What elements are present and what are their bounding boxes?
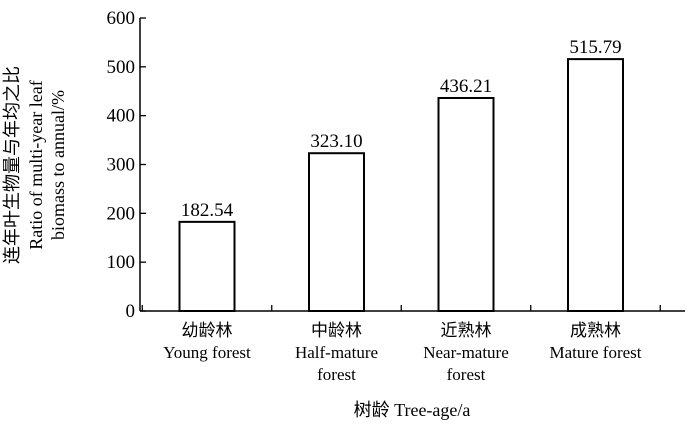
y-tick-label: 200 [107,203,136,224]
x-tick-label: Mature forest [549,343,641,362]
y-axis-title: 连年叶生物量与年均之比 Ratio of multi-year leaf bioma… [2,66,68,264]
bar [567,58,624,313]
x-tick-label: 幼龄林 [182,321,233,340]
y-tick-label: 600 [107,8,136,29]
x-tick-label: Half-mature [295,343,378,362]
x-tick-label: Near-mature [423,343,509,362]
x-tick-label: 成熟林 [570,320,621,340]
category-labels: 幼龄林 Young forest 中龄林 Half-mature forest 近熟林 Ne… [163,320,642,384]
bar [437,96,495,312]
bar-value-label: 182.54 [181,200,234,221]
y-tick-label: 400 [107,106,136,127]
x-axis-title: 树龄 Tree-age/a [354,400,471,420]
bar-value-label: 323.10 [310,131,362,152]
x-tick-label: 中龄林 [311,321,362,340]
bars [178,58,624,313]
bar [178,220,236,312]
y-axis: 0 100 200 300 400 500 600 [107,8,146,322]
x-tick-label: Young forest [163,343,251,362]
y-axis-title-line: biomass to annual/% [48,90,68,240]
data-labels: 182.54 323.10 436.21 515.79 [181,37,622,221]
y-axis-title-line: 连年叶生物量与年均之比 [2,66,22,264]
x-tick-label: forest [317,365,356,384]
y-tick-label: 300 [107,155,136,176]
y-tick-label: 100 [107,252,136,273]
y-tick-label: 0 [126,301,136,322]
y-tick-label: 500 [107,57,136,78]
bar-value-label: 436.21 [440,76,492,97]
x-tick-label: 近熟林 [441,320,492,340]
bar [308,152,365,312]
y-axis-title-line: Ratio of multi-year leaf [26,80,46,249]
bar-value-label: 515.79 [569,37,621,58]
x-tick-label: forest [447,365,486,384]
